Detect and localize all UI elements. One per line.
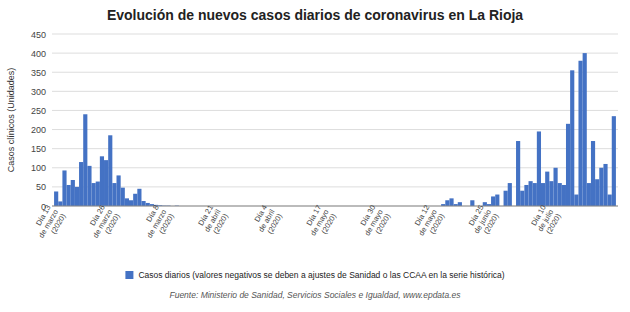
bar xyxy=(87,166,91,206)
bar xyxy=(583,53,587,206)
bar xyxy=(608,195,612,206)
bar xyxy=(529,181,533,206)
bar xyxy=(495,195,499,206)
y-tick-label: 250 xyxy=(31,106,46,116)
bar xyxy=(58,201,62,206)
x-tick-label: Día 25de junio(2020) xyxy=(465,203,501,239)
bar xyxy=(137,189,141,206)
baseline xyxy=(52,206,618,207)
bar xyxy=(117,175,121,206)
grid-line xyxy=(52,167,618,168)
x-tick-label: Día 12de mayo(2020) xyxy=(409,203,446,241)
source: Fuente: Ministerio de Sanidad, Servicios… xyxy=(169,290,461,300)
x-tick-label: Día 26de marzo(2020) xyxy=(83,203,122,244)
bar xyxy=(612,116,616,206)
bar xyxy=(54,191,58,206)
bar xyxy=(67,185,71,206)
bar xyxy=(121,188,125,206)
y-tick-label: 450 xyxy=(31,30,46,40)
bar xyxy=(516,141,520,206)
bars xyxy=(54,53,616,206)
grid-line xyxy=(52,53,618,54)
x-tick-label: Día 17de mayo(2020) xyxy=(301,203,338,241)
y-tick-label: 50 xyxy=(36,182,46,192)
bar xyxy=(603,164,607,206)
grid-line xyxy=(52,72,618,73)
bar xyxy=(449,198,453,206)
bar xyxy=(470,200,474,206)
x-tick-label: Día 4de abril(2020) xyxy=(249,203,284,238)
bar xyxy=(549,181,553,206)
bar xyxy=(62,170,66,206)
bar xyxy=(100,156,104,206)
bar xyxy=(104,160,108,206)
bar xyxy=(504,191,508,206)
bar xyxy=(520,191,524,206)
bar xyxy=(445,200,449,206)
grid xyxy=(52,34,618,206)
bar xyxy=(112,183,116,206)
bar xyxy=(108,135,112,206)
x-tick-label: Día 8de marzo(2020) xyxy=(137,203,176,244)
bar xyxy=(92,183,96,206)
y-tick-label: 400 xyxy=(31,49,46,59)
bar xyxy=(570,70,574,206)
y-tick-label: 350 xyxy=(31,68,46,78)
bar xyxy=(578,61,582,206)
bar xyxy=(508,183,512,206)
title: Evolución de nuevos casos diarios de cor… xyxy=(107,7,523,23)
grid-line xyxy=(52,148,618,149)
bar xyxy=(96,182,100,206)
grid-line xyxy=(52,110,618,111)
bar xyxy=(524,185,528,206)
grid-line xyxy=(52,91,618,92)
y-axis-label: Casos clínicos (Unidades) xyxy=(6,68,16,173)
bar xyxy=(491,196,495,206)
bar xyxy=(141,201,145,206)
x-tick-label: Día 30de mayo(2020) xyxy=(355,203,392,241)
bar xyxy=(483,202,487,206)
chart: Evolución de nuevos casos diarios de cor… xyxy=(0,0,630,312)
bar xyxy=(545,172,549,206)
bar xyxy=(562,185,566,206)
x-tick-label: Día 21de abril(2020) xyxy=(195,203,230,238)
legend-swatch xyxy=(125,271,133,279)
bar xyxy=(566,124,570,206)
bar xyxy=(83,114,87,206)
bar xyxy=(533,183,537,206)
bar xyxy=(599,168,603,206)
x-tick-label: Día 13de marzo(2020) xyxy=(29,203,68,244)
bar xyxy=(125,198,129,206)
bar xyxy=(75,187,79,206)
bar xyxy=(133,194,137,206)
grid-line xyxy=(52,206,618,207)
x-tick-label: Día 10de julio(2020) xyxy=(528,203,563,237)
y-tick-label: 200 xyxy=(31,125,46,135)
bar xyxy=(574,195,578,206)
bar xyxy=(587,183,591,206)
y-tick-label: 150 xyxy=(31,144,46,154)
grid-line xyxy=(52,34,618,35)
bar xyxy=(591,141,595,206)
legend: Casos diarios (valores negativos se debe… xyxy=(125,270,504,280)
y-tick-label: 100 xyxy=(31,163,46,173)
bar xyxy=(541,183,545,206)
bar xyxy=(558,183,562,206)
bar xyxy=(71,180,75,206)
bar xyxy=(553,168,557,206)
legend-label: Casos diarios (valores negativos se debe… xyxy=(138,270,504,280)
bar xyxy=(129,200,133,206)
bar xyxy=(595,179,599,206)
bar xyxy=(458,202,462,206)
bar xyxy=(79,162,83,206)
grid-line xyxy=(52,129,618,130)
y-tick-label: 300 xyxy=(31,87,46,97)
bar xyxy=(537,131,541,206)
